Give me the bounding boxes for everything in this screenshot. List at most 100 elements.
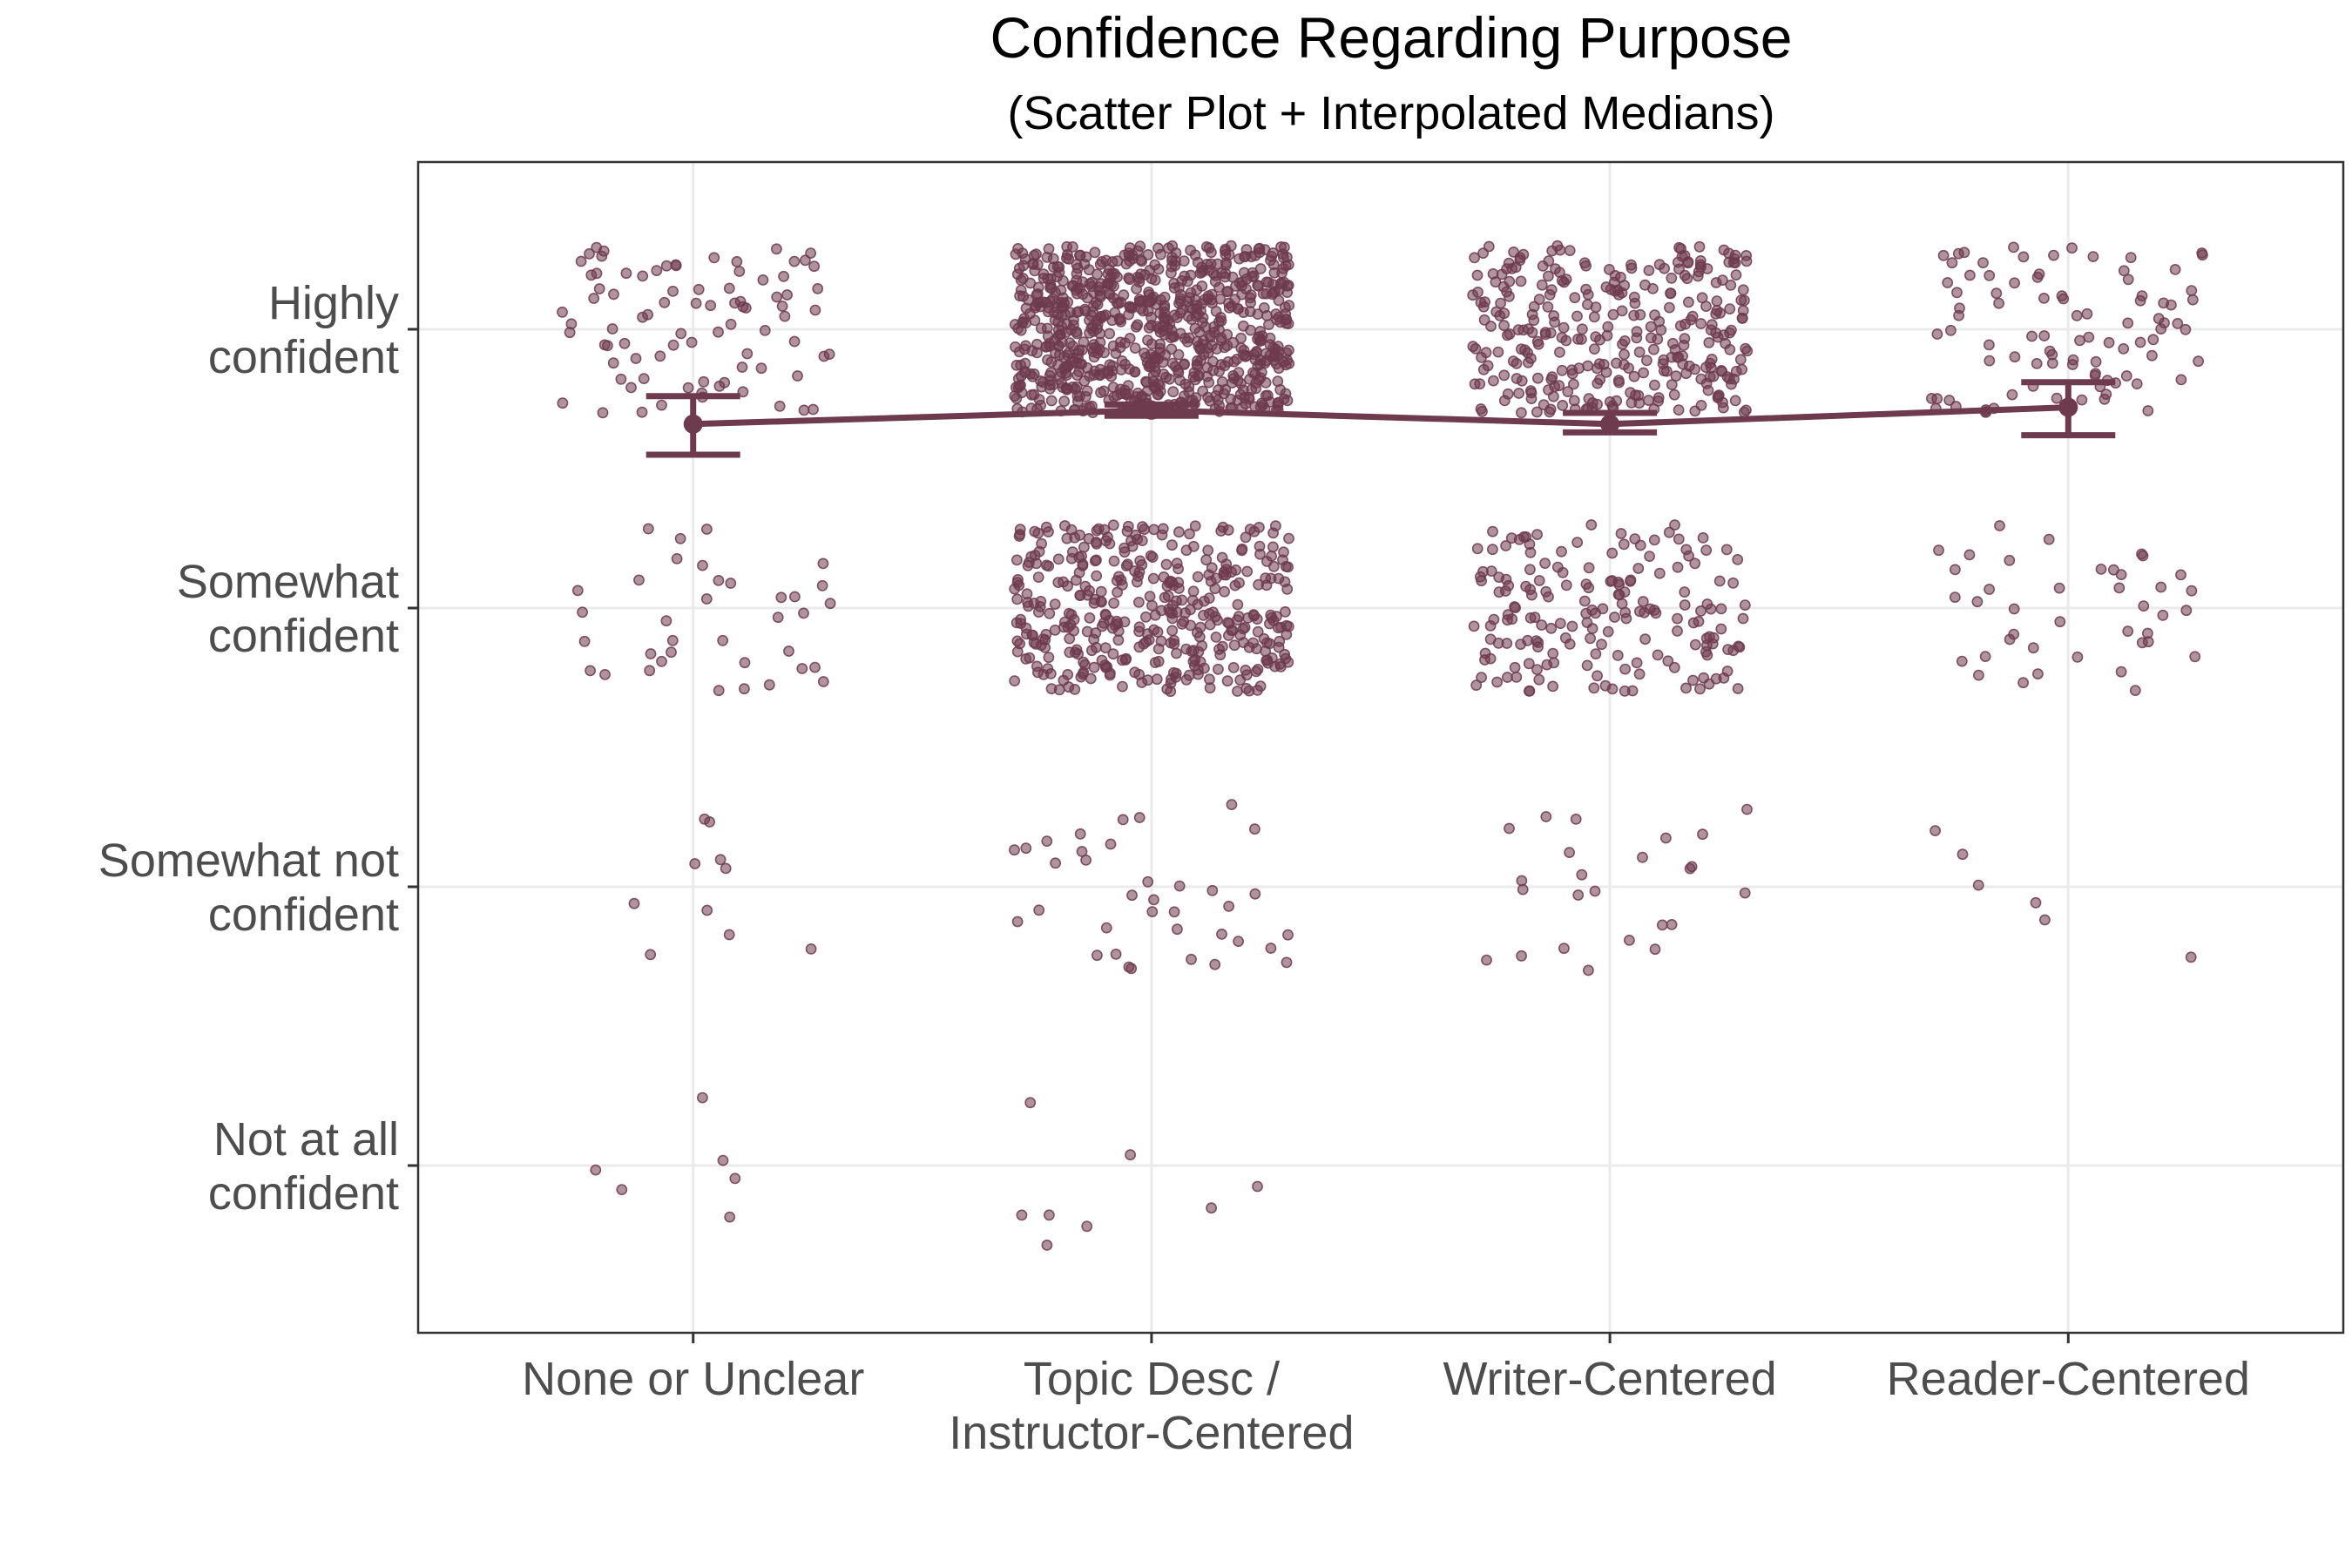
scatter-point bbox=[1238, 320, 1249, 332]
scatter-point bbox=[1515, 275, 1527, 287]
x-tick-label: None or Unclear bbox=[522, 1353, 864, 1405]
scatter-point bbox=[1058, 395, 1071, 408]
scatter-point bbox=[2031, 668, 2044, 679]
scatter-point bbox=[1625, 574, 1637, 586]
scatter-point bbox=[1049, 598, 1061, 610]
scatter-point bbox=[1954, 302, 1965, 314]
scatter-point bbox=[1092, 950, 1103, 962]
scatter-point bbox=[1078, 656, 1090, 668]
scatter-point bbox=[1263, 319, 1274, 330]
scatter-point bbox=[1189, 294, 1201, 306]
scatter-point bbox=[1993, 297, 2004, 309]
y-tick-label: confident bbox=[208, 331, 399, 383]
scatter-point bbox=[1040, 628, 1052, 640]
scatter-point bbox=[1012, 574, 1024, 585]
scatter-point bbox=[1062, 248, 1073, 260]
scatter-point bbox=[1014, 638, 1025, 650]
scatter-point bbox=[1277, 554, 1288, 566]
scatter-point bbox=[590, 1164, 602, 1176]
scatter-point bbox=[1227, 369, 1240, 382]
scatter-point bbox=[1235, 332, 1247, 344]
scatter-point bbox=[1524, 685, 1536, 697]
scatter-point bbox=[1683, 296, 1694, 308]
scatter-point bbox=[1475, 403, 1487, 415]
scatter-point bbox=[618, 337, 631, 349]
scatter-point bbox=[1572, 889, 1585, 901]
scatter-point bbox=[1972, 879, 1984, 891]
scatter-point bbox=[1069, 382, 1081, 395]
scatter-point bbox=[1583, 582, 1595, 594]
scatter-point bbox=[774, 400, 786, 412]
scatter-point bbox=[1180, 673, 1193, 686]
scatter-point bbox=[1531, 406, 1543, 418]
scatter-point bbox=[1972, 669, 1984, 681]
scatter-point bbox=[1540, 811, 1552, 822]
scatter-point bbox=[1204, 682, 1216, 694]
scatter-point bbox=[1052, 577, 1064, 588]
scatter-point bbox=[2103, 336, 2115, 348]
scatter-point bbox=[1200, 321, 1212, 333]
scatter-point bbox=[763, 679, 775, 691]
scatter-point bbox=[1694, 683, 1706, 695]
scatter-point bbox=[1266, 652, 1278, 664]
scatter-point bbox=[1648, 534, 1660, 546]
scatter-point bbox=[1707, 638, 1719, 650]
scatter-point bbox=[1649, 309, 1660, 321]
scatter-point bbox=[1639, 633, 1651, 645]
scatter-point bbox=[1740, 342, 1752, 355]
scatter-point bbox=[682, 382, 694, 394]
scatter-point bbox=[1649, 943, 1661, 956]
scatter-point bbox=[2043, 533, 2055, 545]
scatter-point bbox=[1511, 373, 1523, 384]
scatter-point bbox=[1061, 318, 1073, 330]
scatter-point bbox=[1220, 245, 1231, 257]
scatter-point bbox=[1485, 565, 1497, 577]
scatter-point bbox=[1963, 269, 1976, 281]
scatter-point bbox=[1469, 378, 1481, 390]
scatter-point bbox=[1686, 861, 1698, 873]
scatter-point bbox=[1602, 625, 1614, 638]
scatter-point bbox=[1942, 277, 1954, 288]
chart-subtitle: (Scatter Plot + Interpolated Medians) bbox=[1008, 87, 1775, 139]
scatter-point bbox=[1136, 677, 1148, 688]
scatter-point bbox=[1582, 288, 1594, 301]
scatter-point bbox=[1187, 585, 1200, 598]
scatter-point bbox=[2048, 249, 2059, 261]
scatter-point bbox=[1524, 564, 1536, 576]
scatter-point bbox=[1685, 314, 1697, 326]
scatter-point bbox=[2138, 600, 2150, 612]
scatter-point bbox=[1516, 950, 1527, 962]
scatter-point bbox=[1536, 279, 1548, 291]
scatter-point bbox=[1554, 244, 1566, 256]
scatter-point bbox=[1248, 525, 1260, 537]
scatter-point bbox=[1110, 949, 1122, 960]
scatter-point bbox=[713, 380, 726, 392]
scatter-point bbox=[1498, 369, 1511, 382]
scatter-point bbox=[1571, 537, 1584, 548]
scatter-point bbox=[1613, 376, 1625, 389]
scatter-point bbox=[1251, 613, 1263, 625]
scatter-point bbox=[1668, 389, 1680, 401]
scatter-point bbox=[1192, 355, 1203, 367]
scatter-point bbox=[2115, 569, 2127, 580]
y-tick-label: Highly bbox=[268, 277, 399, 329]
scatter-point bbox=[1206, 1202, 1217, 1214]
scatter-point bbox=[2122, 274, 2134, 286]
scatter-point bbox=[1009, 844, 1020, 856]
scatter-point bbox=[1254, 247, 1266, 259]
scatter-point bbox=[1254, 263, 1267, 274]
scatter-point bbox=[1673, 533, 1685, 545]
scatter-point bbox=[796, 663, 808, 674]
scatter-point bbox=[2006, 389, 2018, 401]
scatter-point bbox=[644, 665, 656, 677]
scatter-point bbox=[1645, 321, 1657, 333]
scatter-point bbox=[1135, 302, 1147, 314]
scatter-point bbox=[1494, 309, 1506, 321]
scatter-point bbox=[1949, 564, 1961, 576]
scatter-point bbox=[1084, 585, 1095, 597]
scatter-point bbox=[1054, 348, 1065, 361]
scatter-point bbox=[1267, 541, 1279, 553]
scatter-point bbox=[1476, 575, 1487, 587]
scatter-point bbox=[1531, 529, 1543, 540]
scatter-point bbox=[1580, 607, 1592, 619]
